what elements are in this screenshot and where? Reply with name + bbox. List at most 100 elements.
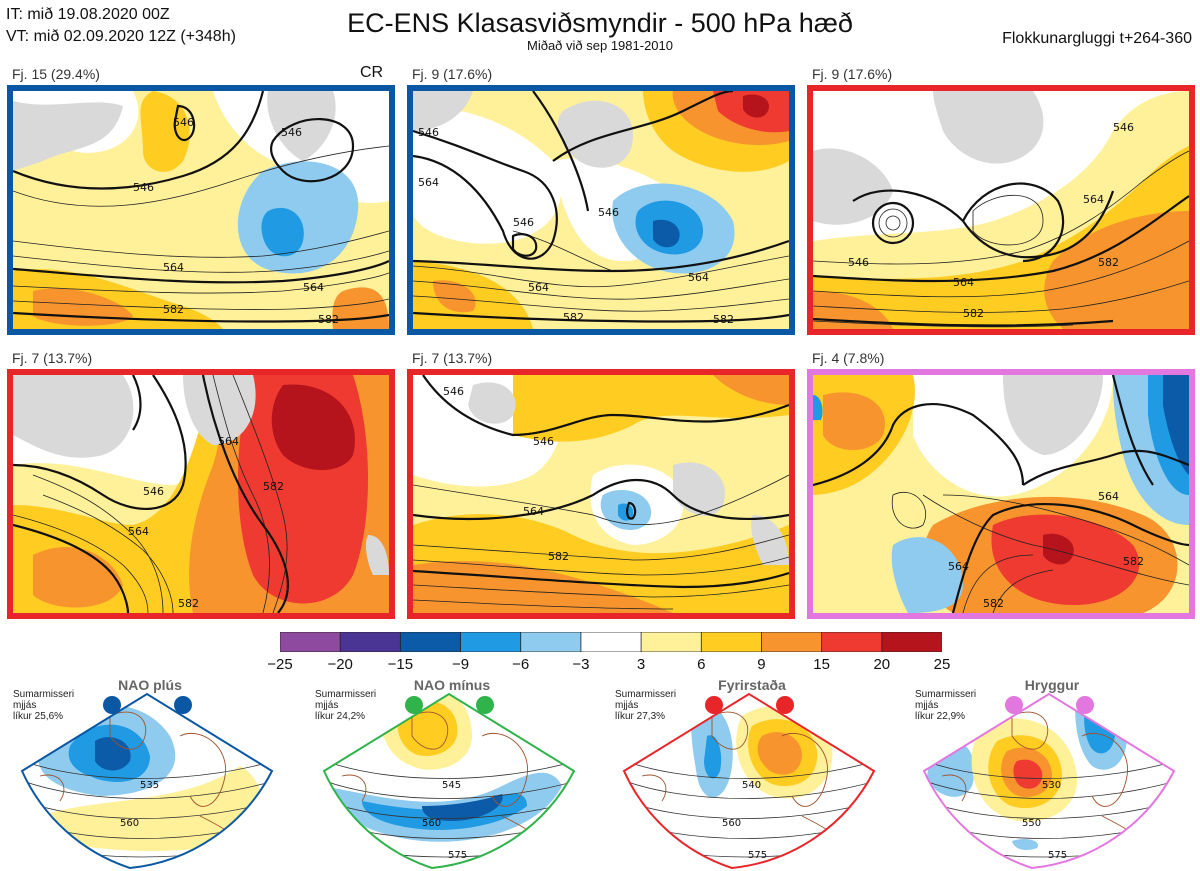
colorbar-swatch — [460, 631, 522, 653]
contour-label: 564 — [948, 560, 969, 573]
contour-label: 546 — [143, 485, 164, 498]
contour-label: 564 — [128, 525, 149, 538]
panel-2-caption: Fj. 9 (17.6%) — [412, 66, 493, 82]
colorbar-ticks: −25 −20 −15 −9 −6 −3 3 6 9 15 20 25 — [0, 656, 1200, 676]
regime-season: Sumarmisseri — [13, 689, 75, 700]
contour-label: 564 — [1083, 193, 1104, 206]
contour-label: 564 — [1098, 490, 1119, 503]
contour-label: 546 — [133, 181, 154, 194]
colorbar-tick-label: −20 — [327, 656, 353, 673]
regime-info: Sumarmisseri mjjás líkur 22,9% — [915, 689, 976, 722]
regime-name: NAO mínus — [413, 677, 491, 693]
colorbar-tick-label: −25 — [267, 656, 293, 673]
regime-contour-label: 560 — [722, 818, 741, 829]
colorbar-swatch — [399, 631, 462, 653]
regime-name: Hryggur — [1024, 677, 1080, 693]
cluster-map-6: 564 564 582 582 — [807, 369, 1195, 619]
contour-label: 582 — [563, 311, 584, 324]
colorbar-tick-label: 6 — [697, 656, 706, 673]
colorbar-tick-label: 15 — [813, 656, 830, 673]
regime-info: Sumarmisseri mjjás líkur 27,3% — [615, 689, 676, 722]
colorbar-tick-label: −15 — [387, 656, 414, 673]
regime-contour-label: 530 — [1042, 780, 1061, 791]
contour-label: 582 — [713, 313, 734, 326]
cluster-map-4: 546 564 564 582 582 — [7, 369, 395, 619]
contour-label: 546 — [173, 116, 194, 129]
contour-label: 582 — [178, 597, 199, 610]
regime-4: 530 550 575 Sumarmisseri mjjás líkur 22,9% Hry… — [902, 676, 1200, 871]
panel-4-caption: Fj. 7 (13.7%) — [12, 350, 93, 366]
colorbar-swatch — [279, 631, 341, 653]
contour-label: 564 — [528, 281, 549, 294]
contour-label: 564 — [218, 435, 239, 448]
colorbar-swatch — [761, 631, 823, 653]
regime-marker-dot — [1005, 696, 1023, 714]
colorbar-tick-label: 3 — [636, 656, 646, 673]
colorbar-tick-label: 25 — [933, 656, 951, 673]
contour-label: 564 — [688, 271, 709, 284]
regime-marker-dot — [405, 696, 423, 714]
colorbar-swatch — [520, 631, 582, 653]
colorbar — [279, 631, 943, 653]
colorbar-tick-label: −9 — [451, 656, 470, 673]
contour-label: 582 — [548, 550, 569, 563]
contour-label: 546 — [848, 256, 869, 269]
regime-contour-label: 545 — [442, 780, 461, 791]
contour-label: 564 — [953, 276, 974, 289]
regime-contour-label: 535 — [140, 780, 159, 791]
contour-label: 582 — [1098, 256, 1119, 269]
regime-marker-dot — [174, 696, 192, 714]
regime-marker-dot — [103, 696, 121, 714]
contour-label: 546 — [598, 206, 619, 219]
contour-label: 546 — [281, 126, 302, 139]
regime-mean: mjjás — [13, 700, 37, 711]
colorbar-swatch — [339, 631, 402, 653]
regime-season: Sumarmisseri — [315, 689, 377, 700]
contour-label: 546 — [1113, 121, 1134, 134]
colorbar-swatch — [580, 631, 642, 653]
contour-label: 582 — [318, 313, 339, 326]
page-title: EC-ENS Klasasviðsmyndir - 500 hPa hæð — [347, 8, 853, 38]
panel-3-caption: Fj. 9 (17.6%) — [812, 66, 893, 82]
contour-label: 582 — [263, 480, 284, 493]
regime-mean: mjjás — [615, 700, 639, 711]
colorbar-swatch — [821, 631, 883, 653]
regime-marker-dot — [776, 696, 794, 714]
colorbar-tick-label: −6 — [512, 656, 530, 673]
colorbar-swatch — [881, 631, 943, 653]
cluster-map-1: 546 546 546 564 564 582 582 — [7, 85, 395, 335]
regime-contour-label: 560 — [422, 818, 441, 829]
regime-contour-label: 540 — [742, 780, 761, 791]
regime-contour-label: 550 — [1022, 818, 1041, 829]
regime-marker-dot — [705, 696, 723, 714]
contour-label: 564 — [303, 281, 324, 294]
regime-3: 540 560 575 Sumarmisseri mjjás líkur 27,3% Fyr… — [602, 676, 902, 871]
valid-time: VT: mið 02.09.2020 12Z (+348h) — [6, 28, 236, 45]
contour-label: 546 — [533, 435, 554, 448]
regime-marker-dot — [476, 696, 494, 714]
panel-1-tag: CR — [360, 64, 384, 81]
contour-label: 582 — [983, 597, 1004, 610]
regime-contour-label: 575 — [1048, 850, 1067, 861]
panel-1-caption: Fj. 15 (29.4%) — [12, 66, 100, 82]
cluster-map-5: 546 564 582 546 — [407, 369, 795, 619]
contour-label: 564 — [418, 176, 439, 189]
initial-time: IT: mið 19.08.2020 00Z — [6, 6, 170, 23]
regime-probability: líkur 22,9% — [915, 711, 966, 722]
regime-contour-label: 560 — [120, 818, 139, 829]
colorbar-tick-label: 9 — [757, 656, 766, 673]
colorbar-swatch — [700, 631, 763, 653]
contour-label: 546 — [418, 126, 439, 139]
regime-probability: líkur 25,6% — [13, 711, 64, 722]
regime-contour-label: 575 — [448, 850, 467, 861]
regime-probability: líkur 24,2% — [315, 711, 366, 722]
regime-1: 535 560 Sumarmisseri mjjás líkur 25,6% NAO pl… — [0, 676, 300, 871]
classification-window: Flokkunargluggi t+264-360 — [1002, 30, 1192, 47]
colorbar-tick-label: −3 — [572, 656, 590, 673]
contour-label: 564 — [523, 505, 544, 518]
contour-label: 582 — [1123, 555, 1144, 568]
panel-5-caption: Fj. 7 (13.7%) — [412, 350, 493, 366]
contour-label: 582 — [163, 303, 184, 316]
regime-mean: mjjás — [315, 700, 339, 711]
header-info: IT: mið 19.08.2020 00Z VT: mið 02.09.202… — [6, 4, 236, 48]
